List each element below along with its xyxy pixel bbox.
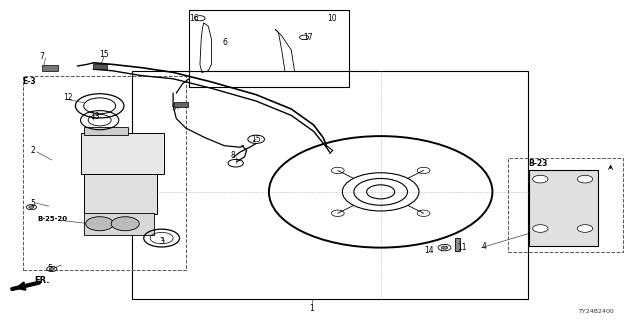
Text: 3: 3 [159,237,164,246]
Circle shape [49,268,54,270]
Text: 17: 17 [303,33,312,42]
Text: 1: 1 [309,304,314,313]
Text: 12: 12 [63,93,73,102]
Bar [456,238,461,251]
Text: 10: 10 [328,14,337,23]
Bar [84,174,157,214]
Text: 15: 15 [252,135,261,144]
Circle shape [532,175,548,183]
Bar [189,10,349,87]
Circle shape [29,206,34,208]
Circle shape [442,246,448,249]
Bar [23,76,186,270]
Text: 2: 2 [31,146,35,155]
Text: 8: 8 [230,151,236,160]
Bar [132,71,527,299]
Bar [508,158,623,252]
Text: 5: 5 [30,198,35,207]
Text: 9: 9 [172,103,177,112]
Text: FR.: FR. [34,276,49,284]
Text: B-23: B-23 [528,159,548,168]
Text: 14: 14 [424,246,434,255]
Text: 13: 13 [90,113,100,122]
Bar [174,102,188,108]
Bar [84,126,129,134]
Circle shape [532,225,548,232]
Text: B-25-20: B-25-20 [38,216,68,222]
Circle shape [111,217,140,231]
Bar [529,170,598,246]
Text: 15: 15 [100,50,109,59]
Bar [84,212,154,235]
Text: 4: 4 [481,242,486,251]
Text: 6: 6 [223,38,228,47]
Text: 16: 16 [189,14,198,23]
Text: 11: 11 [458,243,467,252]
Text: E-3: E-3 [22,77,35,86]
Circle shape [86,217,114,231]
Text: 5: 5 [47,264,52,273]
Bar [42,65,58,71]
Text: TY24B2400: TY24B2400 [579,309,614,314]
Bar [93,64,108,69]
Bar [81,133,164,174]
Circle shape [577,175,593,183]
Circle shape [577,225,593,232]
Text: 7: 7 [39,52,44,61]
